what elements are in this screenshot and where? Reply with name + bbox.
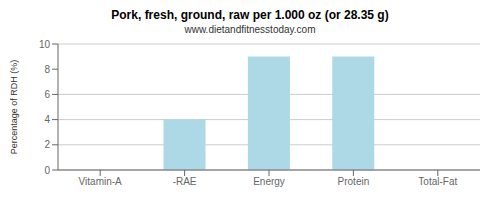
html-text:www.dietandfitnesstoday.com: www.dietandfitnesstoday.com [184, 24, 316, 35]
html-text:Pork, fresh, ground, raw per 1: Pork, fresh, ground, raw per 1.000 oz (o… [111, 8, 389, 22]
svg-text:Vitamin-A: Vitamin-A [79, 176, 122, 187]
svg-text:Protein: Protein [338, 176, 370, 187]
svg-text:2: 2 [44, 139, 50, 150]
svg-text:6: 6 [44, 89, 50, 100]
svg-text:0: 0 [44, 165, 50, 176]
svg-text:Percentage of RDH (%): Percentage of RDH (%) [9, 60, 19, 155]
svg-text:Energy: Energy [253, 176, 285, 187]
svg-text:4: 4 [44, 114, 50, 125]
svg-text:8: 8 [44, 64, 50, 75]
svg-text:-RAE: -RAE [173, 176, 197, 187]
svg-text:10: 10 [39, 39, 51, 50]
svg-text:Total-Fat: Total-Fat [418, 176, 457, 187]
